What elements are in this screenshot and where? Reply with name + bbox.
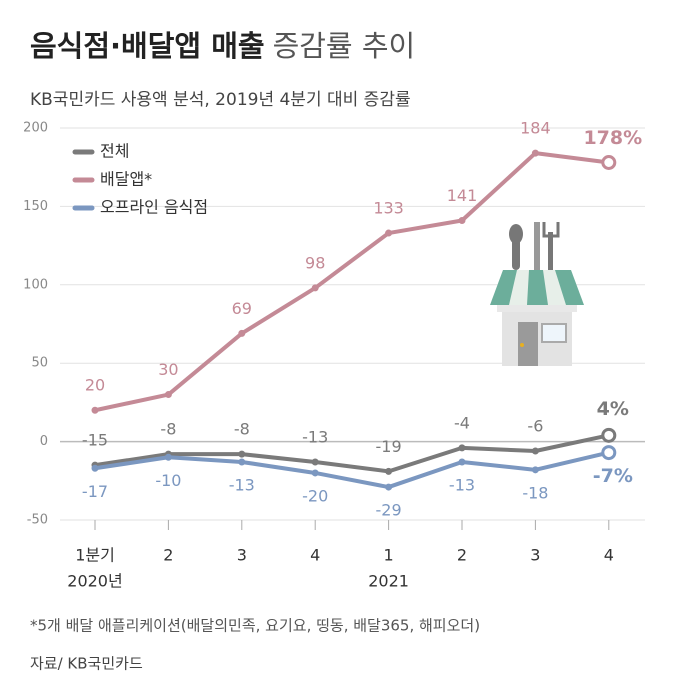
y-tick-label: 50 (31, 356, 48, 371)
subtitle: KB국민카드 사용액 분석, 2019년 4분기 대비 증감률 (30, 90, 411, 110)
data-point (385, 467, 393, 475)
data-label: -7% (593, 465, 633, 487)
x-tick-label: 1 (384, 546, 394, 565)
store-illustration (490, 222, 584, 366)
data-label: -15 (82, 431, 108, 450)
data-label: -29 (376, 501, 402, 520)
legend-label: 전체 (100, 142, 129, 161)
title-bold: 음식점·배달앱 매출 (30, 29, 265, 63)
data-point (531, 466, 539, 474)
data-label: 141 (447, 186, 478, 205)
data-label: 178% (583, 127, 642, 149)
data-point (164, 453, 172, 461)
data-label: -20 (302, 486, 328, 505)
data-label: 69 (232, 299, 252, 318)
x-tick-label: 2 (163, 546, 173, 565)
series-line (94, 433, 610, 474)
x-tick-label: 4 (310, 546, 320, 565)
data-label: -13 (229, 475, 255, 494)
data-label: 4% (597, 398, 629, 420)
data-label: -8 (160, 420, 176, 439)
y-tick-label: 0 (40, 434, 48, 449)
data-label: -13 (302, 427, 328, 446)
legend-label: 오프라인 음식점 (100, 198, 208, 217)
data-label: -8 (234, 420, 250, 439)
data-point (601, 445, 617, 461)
x-tick-label: 1분기 (75, 546, 115, 565)
data-point (531, 149, 539, 157)
data-point (311, 458, 319, 466)
x-tick-label: 4 (604, 546, 614, 565)
data-point (311, 284, 319, 292)
data-label: 184 (520, 119, 551, 138)
data-point (385, 229, 393, 237)
source: 자료/ KB국민카드 (30, 655, 143, 673)
data-point (238, 458, 246, 466)
data-label: 98 (305, 253, 325, 272)
data-point (531, 447, 539, 455)
data-label: -6 (527, 417, 543, 436)
data-point (164, 391, 172, 399)
x-tick-label: 3 (237, 546, 247, 565)
series-line (94, 450, 610, 490)
y-tick-label: -50 (27, 513, 48, 528)
data-point (601, 427, 617, 443)
data-label: -10 (155, 471, 181, 490)
x-tick-label: 2 (457, 546, 467, 565)
data-label: 30 (158, 360, 178, 379)
data-point (91, 464, 99, 472)
data-point (238, 450, 246, 458)
data-point (311, 469, 319, 477)
chart-title: 음식점·배달앱 매출 증감률 추이 (30, 29, 415, 63)
data-point (238, 329, 246, 337)
footnote: *5개 배달 애플리케이션(배달의민족, 요기요, 띵동, 배달365, 해피오… (30, 617, 480, 635)
data-label: -18 (522, 483, 548, 502)
data-label: 20 (85, 376, 105, 395)
data-label: -17 (82, 482, 108, 501)
data-point (601, 154, 617, 170)
data-label: -19 (376, 437, 402, 456)
data-point (91, 406, 99, 414)
data-label: -13 (449, 475, 475, 494)
data-label: -4 (454, 413, 470, 432)
series-line (94, 151, 610, 413)
data-point (458, 458, 466, 466)
y-tick-label: 150 (23, 199, 48, 214)
y-tick-label: 100 (23, 277, 48, 292)
data-point (385, 483, 393, 491)
data-point (458, 217, 466, 225)
data-label: 133 (373, 199, 404, 218)
data-point (458, 444, 466, 452)
year-label: 2021 (368, 572, 409, 591)
x-tick-label: 3 (530, 546, 540, 565)
year-label: 2020년 (67, 572, 122, 591)
title-light: 증감률 추이 (273, 29, 416, 63)
legend-label: 배달앱* (100, 170, 152, 189)
y-tick-label: 200 (23, 121, 48, 136)
